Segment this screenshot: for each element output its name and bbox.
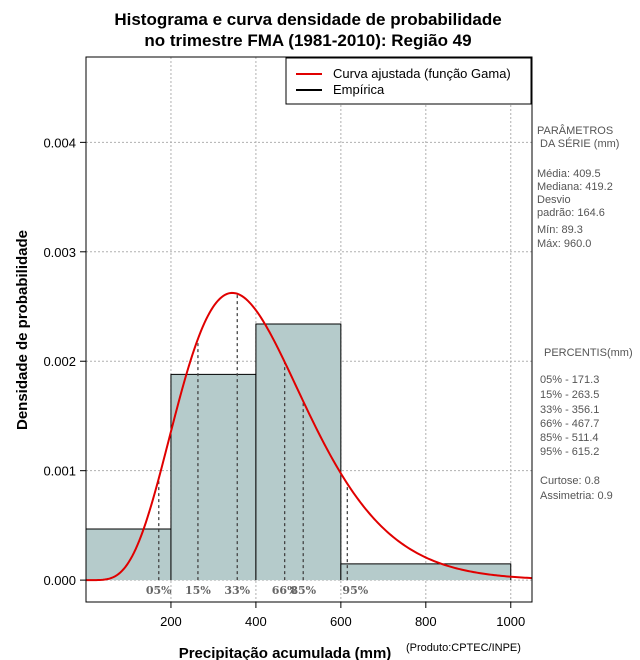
histogram-bars — [85, 323, 512, 581]
x-axis-ticks: 200 400 600 800 1000 — [160, 602, 525, 629]
percentile-label-1: 15% — [185, 584, 211, 597]
percentile-label-0: 05% — [146, 584, 172, 597]
param-mediana: Mediana: 419.2 — [537, 181, 613, 193]
plot-frame — [85, 56, 533, 603]
y-tick-label-1: 0.001 — [43, 464, 76, 479]
y-tick-label-3: 0.003 — [43, 245, 76, 260]
percentile-lines — [158, 293, 348, 581]
histogram-bar-outline-2 — [255, 323, 342, 581]
y-tick-label-0: 0.000 — [43, 573, 76, 588]
percentil-66: 66% - 467.7 — [540, 418, 599, 430]
gamma-density-curve — [86, 291, 533, 582]
y-tick-label-4: 0.004 — [43, 135, 76, 150]
legend-curve-label: Curva ajustada (função Gama) — [333, 66, 511, 81]
legend: Curva ajustada (função Gama) Empírica — [285, 57, 532, 105]
legend-empirical-label: Empírica — [333, 82, 385, 97]
percentile-label-2: 33% — [224, 584, 250, 597]
assimetria-value: Assimetria: 0.9 — [540, 490, 613, 502]
chart-title-line2: no trimestre FMA (1981-2010): Região 49 — [144, 31, 471, 50]
params-title-1: PARÂMETROS — [537, 124, 613, 137]
param-desvio-2: padrão: 164.6 — [537, 207, 605, 219]
percentis-title: PERCENTIS(mm) — [544, 347, 633, 359]
y-axis-ticks: 0.000 0.001 0.002 0.003 0.004 — [43, 135, 86, 588]
percentil-85: 85% - 511.4 — [540, 432, 599, 444]
percentil-05: 05% - 171.3 — [540, 374, 599, 386]
percentile-label-4: 85% — [290, 584, 316, 597]
percentil-33: 33% - 356.1 — [540, 404, 599, 416]
percentil-15: 15% - 263.5 — [540, 389, 599, 401]
histogram-bar-outline-3 — [340, 563, 512, 581]
histogram-bar-0 — [86, 529, 171, 581]
fitted-curve — [86, 291, 533, 582]
series-parameters-panel: PARÂMETROS DA SÉRIE (mm) Média: 409.5 Me… — [537, 124, 619, 250]
percentil-95: 95% - 615.2 — [540, 446, 599, 458]
percentiles-panel: PERCENTIS(mm) 05% - 171.3 15% - 263.5 33… — [540, 347, 633, 502]
percentile-labels: 05% 15% 33% 66%85% 95% — [146, 584, 369, 597]
param-desvio-1: Desvio — [537, 194, 571, 206]
x-tick-label-0: 200 — [160, 614, 182, 629]
histogram-bar-2 — [255, 324, 341, 581]
legend-box — [285, 57, 532, 105]
percentile-label-3: 66% — [272, 584, 298, 597]
x-tick-label-2: 600 — [330, 614, 352, 629]
percentile-label-5: 95% — [342, 584, 368, 597]
x-tick-label-3: 800 — [415, 614, 437, 629]
param-max: Máx: 960.0 — [537, 238, 591, 250]
param-media: Média: 409.5 — [537, 168, 601, 180]
histogram-bar-3 — [340, 563, 511, 581]
y-axis-label: Densidade de probabilidade — [14, 230, 31, 430]
x-tick-label-1: 400 — [245, 614, 267, 629]
chart-title-line1: Histograma e curva densidade de probabil… — [114, 10, 501, 29]
param-min: Mín: 89.3 — [537, 224, 583, 236]
x-tick-label-4: 1000 — [496, 614, 525, 629]
credit-text: (Produto:CPTEC/INPE) — [406, 642, 521, 654]
params-title-2: DA SÉRIE (mm) — [540, 137, 619, 150]
x-axis-label: Precipitação acumulada (mm) — [179, 645, 392, 660]
y-tick-label-2: 0.002 — [43, 354, 76, 369]
histogram-bar-1 — [170, 374, 256, 581]
curtose-value: Curtose: 0.8 — [540, 475, 600, 487]
